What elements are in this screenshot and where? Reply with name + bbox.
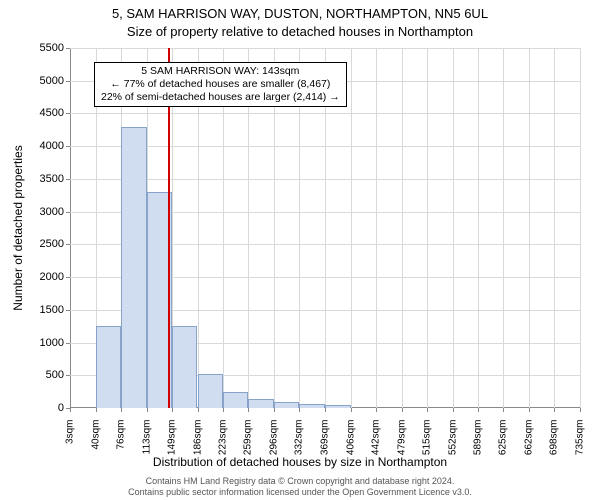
- ytick-mark: [66, 375, 70, 376]
- xtick-label: 442sqm: [370, 420, 381, 460]
- ytick-mark: [66, 48, 70, 49]
- footer-line1: Contains HM Land Registry data © Crown c…: [146, 476, 455, 486]
- gridline-v: [453, 48, 454, 408]
- xtick-mark: [248, 408, 249, 412]
- xtick-label: 479sqm: [396, 420, 407, 460]
- xtick-label: 223sqm: [218, 420, 229, 460]
- ytick-label: 3500: [24, 173, 64, 185]
- histogram-bar: [96, 326, 121, 408]
- gridline-v: [503, 48, 504, 408]
- ytick-label: 1000: [24, 337, 64, 349]
- xtick-label: 698sqm: [549, 420, 560, 460]
- ytick-mark: [66, 244, 70, 245]
- gridline-v: [351, 48, 352, 408]
- xtick-mark: [351, 408, 352, 412]
- xtick-mark: [453, 408, 454, 412]
- chart-container: 5, SAM HARRISON WAY, DUSTON, NORTHAMPTON…: [0, 0, 600, 500]
- xtick-label: 3sqm: [65, 420, 76, 460]
- ytick-label: 4500: [24, 107, 64, 119]
- histogram-bar: [325, 405, 351, 408]
- xtick-label: 406sqm: [345, 420, 356, 460]
- xtick-label: 40sqm: [90, 420, 101, 460]
- xtick-mark: [299, 408, 300, 412]
- xtick-mark: [147, 408, 148, 412]
- ytick-label: 4000: [24, 140, 64, 152]
- ytick-mark: [66, 146, 70, 147]
- gridline-v: [580, 48, 581, 408]
- xtick-label: 332sqm: [294, 420, 305, 460]
- xtick-mark: [503, 408, 504, 412]
- ytick-mark: [66, 179, 70, 180]
- xtick-mark: [427, 408, 428, 412]
- x-axis-label: Distribution of detached houses by size …: [0, 455, 600, 469]
- xtick-mark: [172, 408, 173, 412]
- xtick-mark: [325, 408, 326, 412]
- xtick-mark: [274, 408, 275, 412]
- xtick-label: 625sqm: [498, 420, 509, 460]
- xtick-mark: [529, 408, 530, 412]
- histogram-bar: [248, 399, 274, 408]
- xtick-label: 149sqm: [166, 420, 177, 460]
- plot-area: 5 SAM HARRISON WAY: 143sqm← 77% of detac…: [70, 48, 580, 408]
- chart-footer: Contains HM Land Registry data © Crown c…: [0, 476, 600, 498]
- xtick-mark: [554, 408, 555, 412]
- gridline-v: [554, 48, 555, 408]
- xtick-mark: [580, 408, 581, 412]
- ytick-mark: [66, 277, 70, 278]
- xtick-mark: [96, 408, 97, 412]
- xtick-label: 735sqm: [575, 420, 586, 460]
- xtick-mark: [376, 408, 377, 412]
- gridline-v: [478, 48, 479, 408]
- gridline-v: [529, 48, 530, 408]
- gridline-v: [376, 48, 377, 408]
- xtick-label: 552sqm: [447, 420, 458, 460]
- ytick-label: 2000: [24, 271, 64, 283]
- annotation-line1: 5 SAM HARRISON WAY: 143sqm: [101, 65, 340, 78]
- chart-title-address: 5, SAM HARRISON WAY, DUSTON, NORTHAMPTON…: [0, 6, 600, 21]
- ytick-mark: [66, 212, 70, 213]
- xtick-mark: [402, 408, 403, 412]
- y-axis-label: Number of detached properties: [11, 145, 25, 310]
- xtick-mark: [121, 408, 122, 412]
- histogram-bar: [299, 404, 325, 408]
- xtick-label: 76sqm: [115, 420, 126, 460]
- xtick-label: 515sqm: [421, 420, 432, 460]
- ytick-label: 5000: [24, 75, 64, 87]
- ytick-mark: [66, 113, 70, 114]
- footer-line2: Contains public sector information licen…: [128, 487, 472, 497]
- xtick-mark: [198, 408, 199, 412]
- annotation-line3: 22% of semi-detached houses are larger (…: [101, 91, 340, 104]
- annotation-box: 5 SAM HARRISON WAY: 143sqm← 77% of detac…: [94, 62, 347, 107]
- histogram-bar: [172, 326, 198, 408]
- xtick-label: 186sqm: [192, 420, 203, 460]
- xtick-mark: [223, 408, 224, 412]
- gridline-v: [427, 48, 428, 408]
- xtick-label: 259sqm: [243, 420, 254, 460]
- ytick-label: 1500: [24, 304, 64, 316]
- xtick-label: 296sqm: [269, 420, 280, 460]
- histogram-bar: [274, 402, 299, 408]
- ytick-label: 0: [24, 402, 64, 414]
- y-axis-line: [70, 48, 71, 408]
- ytick-label: 5500: [24, 42, 64, 54]
- histogram-bar: [223, 392, 248, 408]
- gridline-v: [402, 48, 403, 408]
- xtick-mark: [478, 408, 479, 412]
- ytick-mark: [66, 310, 70, 311]
- ytick-label: 3000: [24, 206, 64, 218]
- xtick-label: 589sqm: [473, 420, 484, 460]
- ytick-mark: [66, 81, 70, 82]
- ytick-label: 2500: [24, 238, 64, 250]
- ytick-mark: [66, 343, 70, 344]
- annotation-line2: ← 77% of detached houses are smaller (8,…: [101, 78, 340, 91]
- xtick-mark: [70, 408, 71, 412]
- xtick-label: 113sqm: [141, 420, 152, 460]
- ytick-label: 500: [24, 369, 64, 381]
- histogram-bar: [121, 127, 147, 408]
- histogram-bar: [198, 374, 224, 408]
- chart-subtitle: Size of property relative to detached ho…: [0, 24, 600, 39]
- xtick-label: 662sqm: [524, 420, 535, 460]
- xtick-label: 369sqm: [320, 420, 331, 460]
